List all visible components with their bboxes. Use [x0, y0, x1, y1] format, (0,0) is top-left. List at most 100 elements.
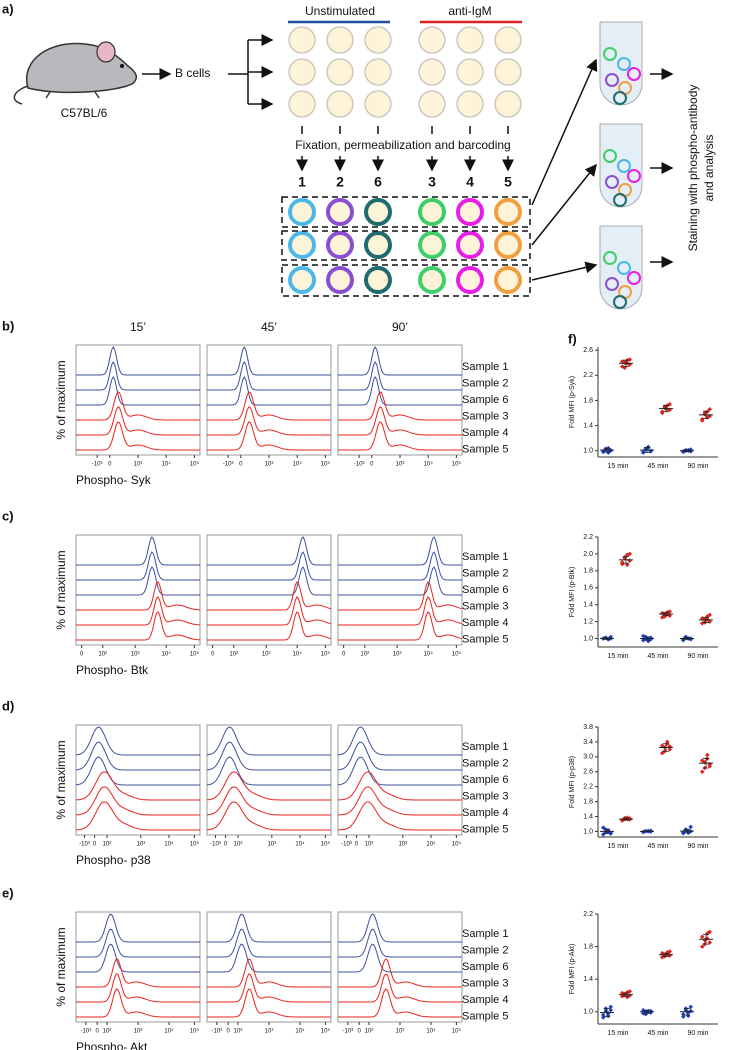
well — [494, 58, 522, 86]
histogram-curve — [76, 421, 200, 451]
histogram-curve — [207, 988, 331, 1018]
sample-label: Sample 4 — [462, 617, 508, 629]
histogram-curve — [338, 391, 462, 421]
point — [627, 558, 633, 563]
histogram-curve — [207, 421, 331, 451]
x-tick-label: 10⁴ — [426, 841, 436, 848]
well — [326, 26, 354, 54]
histogram-curve — [206, 741, 331, 771]
x-tick-label: 10⁵ — [190, 1028, 200, 1035]
histogram-frame — [206, 344, 332, 456]
well — [326, 58, 354, 86]
histogram-curve — [338, 801, 462, 831]
barcode-number: 3 — [428, 174, 436, 190]
well — [288, 58, 316, 86]
x-tick-label: 10³ — [265, 1029, 274, 1035]
point — [667, 747, 673, 752]
sample-label: Sample 5 — [462, 1010, 508, 1022]
mouse-illustration — [13, 41, 138, 105]
barcode-number: 4 — [466, 174, 474, 190]
barcode-ring — [288, 198, 316, 226]
barcode-ring — [326, 231, 354, 259]
histogram-curve — [76, 958, 200, 988]
point — [659, 743, 665, 748]
histogram-curve — [76, 345, 200, 376]
x-tick-label: 10³ — [134, 462, 143, 468]
y-tick-label: 3.0 — [583, 754, 593, 761]
x-tick-label: 10⁵ — [321, 1028, 331, 1035]
time-label: 90’ — [392, 320, 408, 334]
sample-label: Sample 5 — [462, 443, 508, 455]
dashed-box — [281, 230, 531, 261]
sample-label: Sample 2 — [462, 757, 508, 769]
well — [494, 26, 522, 54]
x-tick-label: 90 min — [687, 653, 708, 660]
error-bar — [604, 447, 610, 453]
error-bar — [644, 830, 650, 833]
y-tick-label: 1.0 — [583, 448, 593, 455]
x-tick-label: 15 min — [607, 463, 628, 470]
point — [699, 758, 705, 763]
x-tick-label: -10³ — [343, 1029, 354, 1035]
barcode-number: 5 — [504, 174, 512, 190]
x-tick-label: 10⁵ — [452, 651, 462, 658]
x-tick-label: 0 — [357, 1029, 361, 1035]
y-tick-label: 2.2 — [583, 534, 593, 541]
histogram-curve — [338, 771, 462, 801]
sample-label: Sample 4 — [462, 994, 508, 1006]
x-tick-label: 45 min — [647, 463, 668, 470]
error-bar — [644, 636, 650, 641]
error-bar — [663, 405, 669, 413]
step-label: Fixation, permeabilization and barcoding — [295, 138, 510, 152]
y-tick-label: 2.2 — [583, 372, 593, 379]
histogram-curve — [75, 726, 200, 756]
x-tick-label: 10⁴ — [424, 461, 434, 468]
sample-label: Sample 3 — [462, 790, 508, 802]
histogram-curve — [75, 741, 200, 771]
sample-label: Sample 1 — [462, 741, 508, 753]
point — [699, 418, 705, 423]
x-tick-label: 10² — [98, 652, 107, 658]
point — [627, 357, 633, 362]
error-bar — [703, 410, 709, 420]
point — [704, 752, 710, 758]
y-tick-label: 1.8 — [583, 568, 593, 575]
x-tick-label: 10⁵ — [190, 651, 200, 658]
panel-label: a) — [2, 1, 14, 16]
histogram-frame — [75, 344, 201, 456]
barcode-number: 6 — [374, 174, 382, 190]
tube-ring — [605, 73, 619, 87]
x-tick-label: 45 min — [647, 843, 668, 850]
x-tick-label: 10³ — [393, 652, 402, 658]
barcode-ring — [456, 266, 484, 294]
point — [707, 612, 713, 618]
histogram-curve — [338, 988, 462, 1018]
x-axis-label: Phospho- Syk — [76, 473, 152, 487]
x-tick-label: 0 — [95, 1029, 99, 1035]
point — [608, 831, 614, 836]
x-tick-label: 10² — [103, 1029, 112, 1035]
panel-label: b) — [2, 318, 14, 333]
histogram-curve — [206, 771, 331, 801]
y-axis-label: Fold MFI (p-p38) — [569, 756, 576, 808]
well — [326, 90, 354, 118]
point — [699, 769, 705, 775]
y-tick-label: 2.2 — [583, 911, 593, 918]
sample-label: Sample 6 — [462, 584, 508, 596]
x-tick-label: 10⁵ — [321, 461, 331, 468]
x-tick-label: 0 — [355, 842, 359, 848]
histogram-curve — [206, 726, 331, 756]
histogram-curve — [207, 611, 332, 641]
histogram-curve — [338, 928, 462, 958]
y-axis-label: % of maximum — [54, 740, 68, 819]
x-tick-label: 90 min — [687, 463, 708, 470]
tube-ring — [603, 149, 617, 163]
well — [364, 58, 392, 86]
barcode-number: 1 — [298, 174, 306, 190]
x-tick-label: -10³ — [354, 462, 365, 468]
x-tick-label: 10⁵ — [452, 841, 462, 848]
histogram-curve — [76, 581, 201, 611]
y-axis-label: % of maximum — [54, 927, 68, 1006]
histogram-frame — [337, 534, 463, 646]
x-tick-label: 90 min — [687, 843, 708, 850]
